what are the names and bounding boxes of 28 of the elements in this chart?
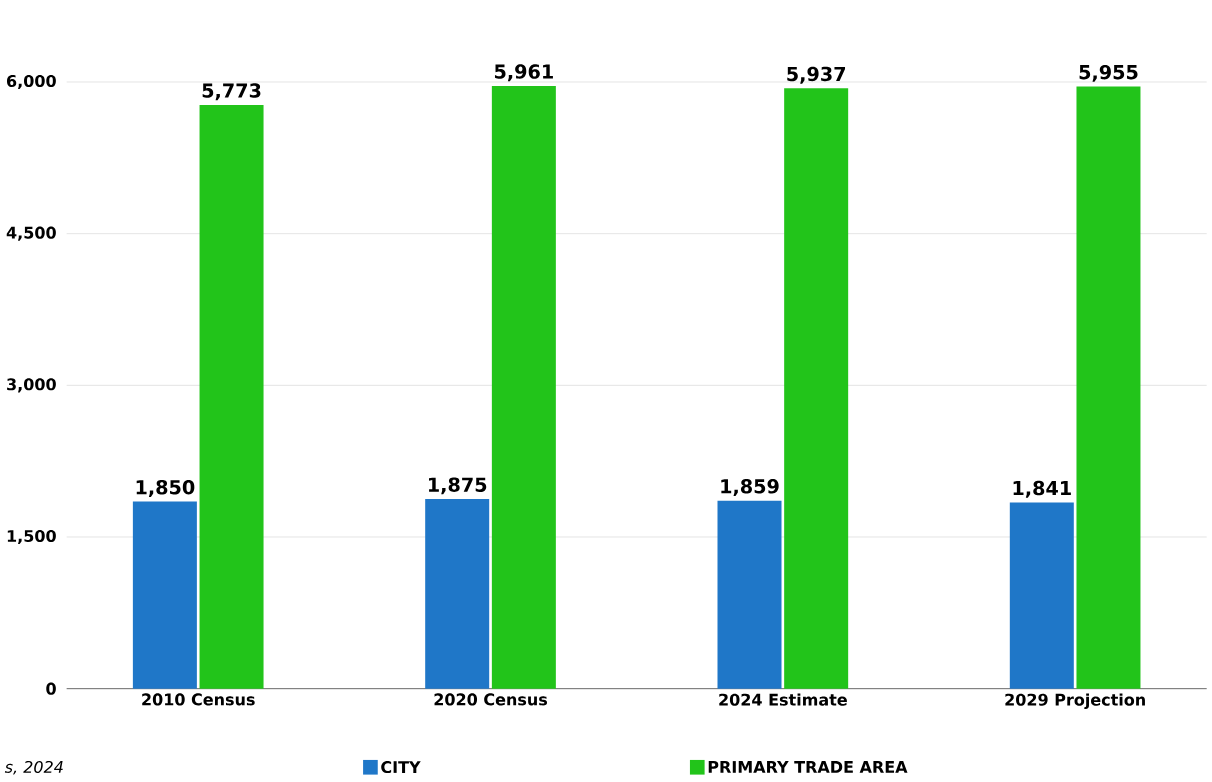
x-tick-label: 2010 Census: [142, 693, 255, 706]
y-tick-label: 1,500: [7, 529, 56, 545]
y-tick-label: 4,500: [6, 226, 56, 241]
y-tick-label: 3,000: [7, 378, 56, 393]
legend-label: PRIMARY TRADE AREA: [708, 761, 908, 773]
text: s, 2024: [4, 760, 63, 775]
x-tick-label: 2024 Estimate: [719, 693, 847, 706]
data-label: 1,875: [429, 477, 487, 495]
y-tick-label: 0: [46, 682, 56, 695]
bar: [199, 104, 264, 689]
data-label: 1,841: [1013, 480, 1071, 498]
data-label: 1,859: [721, 479, 779, 496]
x-tick-label: 2029 Projection: [1005, 693, 1145, 709]
x-tick-label: 2020 Census: [434, 693, 548, 706]
bar: [717, 500, 782, 689]
data-label: 5,773: [202, 83, 261, 101]
data-label: 5,961: [494, 64, 553, 82]
y-tick-label: 6,000: [7, 74, 56, 90]
data-label: 5,955: [1079, 64, 1138, 82]
bar: [784, 88, 849, 689]
bar: [1076, 86, 1141, 689]
data-label: 1,850: [136, 479, 195, 497]
data-label: 5,937: [787, 66, 846, 84]
bar: [425, 499, 490, 689]
bar: [1009, 502, 1074, 689]
legend-label: CITY: [381, 761, 421, 774]
bar: [132, 501, 197, 689]
bar: [491, 85, 556, 689]
